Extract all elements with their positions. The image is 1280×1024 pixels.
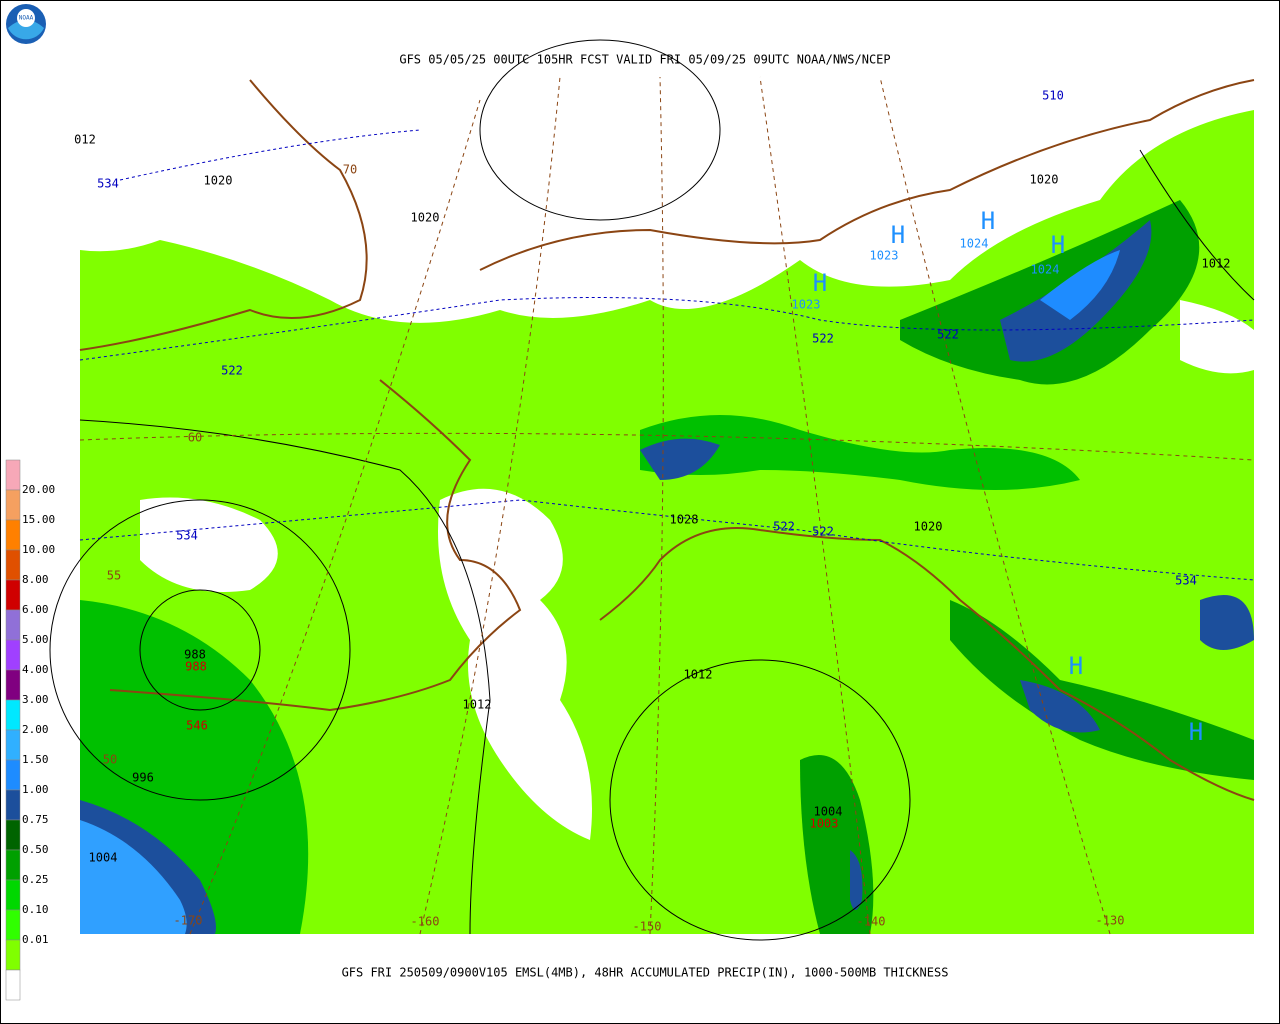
legend-swatch <box>5 639 21 671</box>
map-label: -150 <box>633 920 662 934</box>
map-label: 1020 <box>411 211 440 225</box>
legend-swatch <box>5 819 21 851</box>
map-label: 534 <box>1175 574 1197 588</box>
legend-label: 1.50 <box>22 753 49 766</box>
legend-label: 0.01 <box>22 933 49 946</box>
map-label: H <box>891 221 905 249</box>
map-label: H <box>981 207 995 235</box>
legend-swatch <box>5 579 21 611</box>
map-label: 1024 <box>960 237 989 251</box>
legend-swatch <box>5 909 21 941</box>
caption: GFS FRI 250509/0900V105 EMSL(4MB), 48HR … <box>342 966 949 980</box>
legend-label: 3.00 <box>22 693 49 706</box>
legend-label: 8.00 <box>22 573 49 586</box>
map-label: 522 <box>221 364 243 378</box>
legend-swatch <box>5 489 21 521</box>
legend-label: 0.50 <box>22 843 49 856</box>
map-label: 1020 <box>914 520 943 534</box>
map-label: H <box>1069 652 1083 680</box>
map-label: 1024 <box>1031 263 1060 277</box>
map-label: -140 <box>857 915 886 929</box>
map-label: 1012 <box>684 668 713 682</box>
map-label: 55 <box>107 569 121 583</box>
map-label: 534 <box>97 177 119 191</box>
map-label: 1003 <box>810 817 839 831</box>
legend-swatch <box>5 519 21 551</box>
map-label: H <box>1189 718 1203 746</box>
legend-swatch <box>5 609 21 641</box>
map-label: 522 <box>812 525 834 539</box>
map-label: 1004 <box>89 851 118 865</box>
map-label: 522 <box>812 332 834 346</box>
map-label: 1012 <box>1202 257 1231 271</box>
legend-swatch <box>5 789 21 821</box>
legend-label: 10.00 <box>22 543 55 556</box>
map-label: 546 <box>186 719 208 733</box>
map-label: -130 <box>1096 914 1125 928</box>
legend-label: 6.00 <box>22 603 49 616</box>
map-label: 1012 <box>463 698 492 712</box>
legend-label: 5.00 <box>22 633 49 646</box>
legend-label: 4.00 <box>22 663 49 676</box>
logo-text: NOAA <box>19 15 34 22</box>
map-label: 996 <box>132 771 154 785</box>
map-label: 510 <box>1042 89 1064 103</box>
legend-swatch <box>5 459 21 491</box>
legend-swatch <box>5 939 21 971</box>
map-label: 988 <box>184 648 206 662</box>
legend-label: 0.10 <box>22 903 49 916</box>
map-label: 012 <box>74 133 96 147</box>
map-label: 1023 <box>870 249 899 263</box>
legend-swatch <box>5 849 21 881</box>
map-label: 60 <box>188 431 202 445</box>
legend-swatch <box>5 759 21 791</box>
map-label: 522 <box>773 520 795 534</box>
legend-swatch <box>5 969 21 1001</box>
noaa-logo: NOAA <box>6 4 46 44</box>
map-label: 522 <box>937 328 959 342</box>
map-label: 1004 <box>814 805 843 819</box>
map-label: 988 <box>185 660 207 674</box>
map-label: H <box>1051 231 1065 259</box>
legend-label: 20.00 <box>22 483 55 496</box>
map-label: -160 <box>411 915 440 929</box>
map-label: 50 <box>103 753 117 767</box>
legend-swatch <box>5 879 21 911</box>
title: GFS 05/05/25 00UTC 105HR FCST VALID FRI … <box>399 53 890 67</box>
legend-label: 0.75 <box>22 813 49 826</box>
map-label: -170 <box>174 914 203 928</box>
map-label: 1028 <box>670 513 699 527</box>
legend-label: 0.25 <box>22 873 49 886</box>
map-label: 1020 <box>204 174 233 188</box>
legend-label: 1.00 <box>22 783 49 796</box>
legend: 20.00 15.00 10.00 8.00 6.00 5.00 4.00 3.00 2.00 1… <box>5 459 55 1001</box>
map-label: H <box>813 269 827 297</box>
legend-swatch <box>5 669 21 701</box>
map-label: 1023 <box>792 298 821 312</box>
legend-label: 2.00 <box>22 723 49 736</box>
map-label: 534 <box>176 529 198 543</box>
legend-swatch <box>5 549 21 581</box>
legend-label: 15.00 <box>22 513 55 526</box>
legend-swatch <box>5 729 21 761</box>
map-label: 70 <box>343 163 357 177</box>
legend-swatch <box>5 699 21 731</box>
map-label: 1020 <box>1030 173 1059 187</box>
